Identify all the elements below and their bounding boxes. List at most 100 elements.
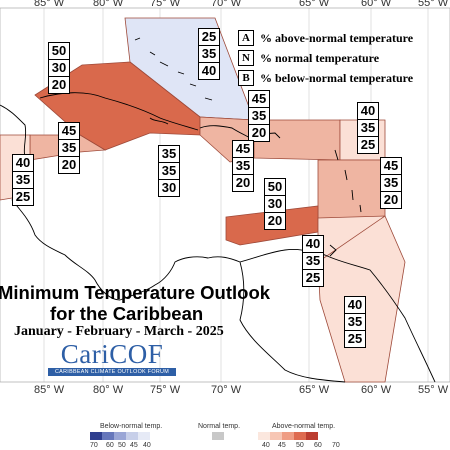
colorbar-above-label: 50 [296, 442, 304, 449]
prob-below: 25 [360, 137, 376, 152]
prob-box-guianas: 40 35 25 [344, 296, 366, 348]
colorbar-below-swatch [126, 432, 138, 440]
caricof-logo: CariCOF CARIBBEAN CLIMATE OUTLOOK FORUM [48, 340, 176, 376]
prob-normal: 35 [59, 140, 79, 157]
colorbar-above-title: Above-normal temp. [272, 423, 336, 430]
legend-text-normal: % normal temperature [260, 50, 380, 65]
prob-below: 20 [383, 192, 399, 207]
prob-above: 45 [381, 158, 401, 175]
prob-above: 50 [265, 179, 285, 196]
colorbar-below-label: 50 [118, 442, 126, 449]
prob-normal: 30 [265, 196, 285, 213]
legend-normal: N % normal temperature [238, 48, 413, 68]
lon-top-75: 75° W [150, 0, 181, 9]
colorbar-above-swatch [270, 432, 282, 440]
legend-text-above: % above-normal temperature [260, 30, 414, 45]
prob-below: 25 [305, 270, 321, 285]
colorbar-below-swatch [114, 432, 126, 440]
probability-legend: A % above-normal temperature N % normal … [238, 28, 413, 88]
prob-below: 20 [235, 175, 251, 190]
map-title: Minimum Temperature Outlook [0, 282, 271, 303]
prob-below: 20 [61, 157, 77, 172]
colorbar-above-swatch [306, 432, 318, 440]
prob-below: 20 [251, 125, 267, 140]
prob-box-bahamas: 25 35 40 [198, 28, 220, 80]
legend-above: A % above-normal temperature [238, 28, 413, 48]
colorbar-below-title: Below-normal temp. [100, 423, 163, 430]
prob-normal: 35 [381, 175, 401, 192]
colorbar-above-label: 70 [332, 442, 340, 449]
prob-box-jamaica-south: 45 35 20 [58, 122, 80, 174]
lon-top-60: 60° W [361, 0, 392, 9]
prob-normal: 35 [303, 253, 323, 270]
colorbar-above-label: 45 [278, 442, 286, 449]
prob-box-belize: 40 35 25 [12, 154, 34, 206]
legend-text-below: % below-normal temperature [260, 70, 414, 85]
lon-top-80: 80° W [93, 0, 124, 9]
region-windwards [317, 159, 386, 223]
prob-above: 40 [358, 103, 378, 120]
map-period: January - February - March - 2025 [14, 324, 224, 339]
lon-top-65: 65° W [299, 0, 330, 9]
legend-key-a: A [238, 30, 254, 46]
prob-below: 30 [161, 180, 177, 195]
colorbar-below-label: 60 [106, 442, 114, 449]
colorbar-normal [212, 432, 224, 440]
colorbar-below-label: 45 [130, 442, 138, 449]
lon-bottom-85: 85° W [34, 384, 65, 396]
lon-top-55: 55° W [418, 0, 449, 9]
legend-key-b: B [238, 70, 254, 86]
prob-normal: 35 [249, 108, 269, 125]
prob-box-south-hispaniola: 45 35 20 [232, 140, 254, 192]
colorbar-below-swatch [102, 432, 114, 440]
colorbar-below-label: 40 [143, 442, 151, 449]
prob-box-puerto-rico-south: 50 30 20 [264, 178, 286, 230]
lon-bottom-80: 80° W [93, 384, 124, 396]
prob-below: 25 [15, 189, 31, 204]
colorbar-normal-swatch [212, 432, 224, 440]
prob-normal: 35 [358, 120, 378, 137]
prob-normal: 30 [49, 60, 69, 77]
lon-top-85: 85° W [34, 0, 65, 9]
colorbar-below-swatch [138, 432, 150, 440]
colorbar-normal-title: Normal temp. [198, 423, 241, 430]
lon-top-70: 70° W [211, 0, 242, 9]
prob-above: 50 [49, 43, 69, 60]
colorbar-below-label: 70 [90, 442, 98, 449]
prob-below: 20 [51, 77, 67, 92]
colorbar-below-swatch [90, 432, 102, 440]
legend-key-n: N [238, 50, 254, 66]
lon-bottom-60: 60° W [361, 384, 392, 396]
prob-above: 40 [13, 155, 33, 172]
prob-box-central-caribbean: 35 35 30 [158, 145, 180, 197]
lon-bottom-75: 75° W [150, 384, 181, 396]
prob-normal: 35 [13, 172, 33, 189]
prob-box-abc-islands: 40 35 25 [302, 235, 324, 287]
legend-below: B % below-normal temperature [238, 68, 413, 88]
colorbar-above-label: 40 [262, 442, 270, 449]
map-subtitle: for the Caribbean [50, 303, 204, 324]
prob-box-cuba: 50 30 20 [48, 42, 70, 94]
prob-below: 25 [347, 331, 363, 346]
prob-above: 45 [59, 123, 79, 140]
prob-normal: 35 [159, 163, 179, 180]
prob-above: 25 [199, 29, 219, 46]
prob-above: 35 [159, 146, 179, 163]
colorbar-above-label: 60 [314, 442, 322, 449]
prob-normal: 35 [199, 46, 219, 63]
lon-bottom-65: 65° W [299, 384, 330, 396]
logo-name: CariCOF [60, 339, 164, 369]
logo-subtitle: CARIBBEAN CLIMATE OUTLOOK FORUM [48, 368, 176, 376]
prob-normal: 35 [345, 314, 365, 331]
colorbar-above-swatch [282, 432, 294, 440]
colorbar-below [90, 432, 150, 440]
prob-above: 40 [345, 297, 365, 314]
prob-box-leewards: 45 35 20 [380, 157, 402, 209]
prob-box-northern-leewards: 40 35 25 [357, 102, 379, 154]
colorbar-above [258, 432, 318, 440]
prob-normal: 35 [233, 158, 253, 175]
colorbar-above-swatch [294, 432, 306, 440]
lon-bottom-55: 55° W [418, 384, 449, 396]
prob-above: 45 [233, 141, 253, 158]
prob-below: 40 [201, 63, 217, 78]
